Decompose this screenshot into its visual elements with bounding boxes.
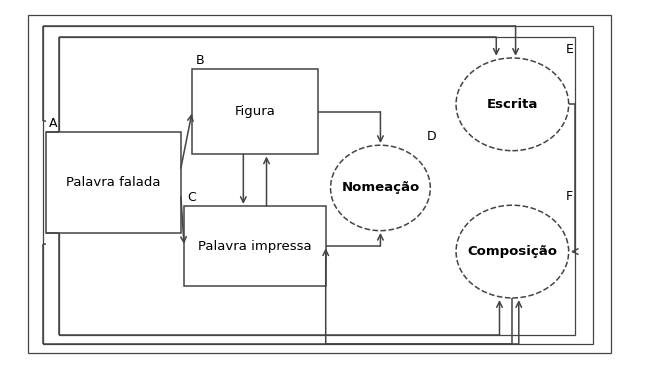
Text: D: D <box>427 130 437 143</box>
Bar <box>192 69 318 154</box>
Bar <box>184 206 326 286</box>
Text: E: E <box>566 43 573 56</box>
Text: Palavra falada: Palavra falada <box>66 176 161 189</box>
Text: F: F <box>566 191 573 203</box>
Text: C: C <box>187 191 196 204</box>
Text: Composição: Composição <box>468 245 557 258</box>
Ellipse shape <box>330 145 430 231</box>
Bar <box>46 132 181 233</box>
Text: A: A <box>49 117 57 130</box>
Ellipse shape <box>456 58 569 151</box>
Bar <box>43 26 593 344</box>
Bar <box>59 37 575 335</box>
Text: Figura: Figura <box>235 105 275 118</box>
Text: Nomeação: Nomeação <box>341 181 419 195</box>
Text: Palavra impressa: Palavra impressa <box>198 240 312 253</box>
Text: Escrita: Escrita <box>487 98 538 111</box>
Text: B: B <box>195 54 204 67</box>
Ellipse shape <box>456 205 569 298</box>
